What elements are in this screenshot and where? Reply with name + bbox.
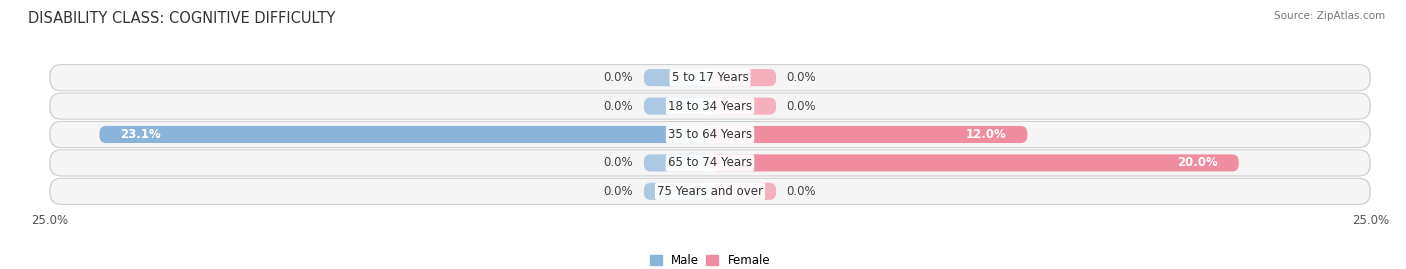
Text: 23.1%: 23.1%: [121, 128, 162, 141]
Text: 0.0%: 0.0%: [603, 71, 633, 84]
Text: 0.0%: 0.0%: [787, 185, 817, 198]
FancyBboxPatch shape: [49, 121, 1371, 148]
FancyBboxPatch shape: [51, 150, 1369, 175]
FancyBboxPatch shape: [644, 154, 710, 171]
Text: Source: ZipAtlas.com: Source: ZipAtlas.com: [1274, 11, 1385, 21]
Text: 18 to 34 Years: 18 to 34 Years: [668, 100, 752, 113]
FancyBboxPatch shape: [710, 98, 776, 115]
Text: 0.0%: 0.0%: [603, 100, 633, 113]
Text: 0.0%: 0.0%: [603, 156, 633, 169]
Text: DISABILITY CLASS: COGNITIVE DIFFICULTY: DISABILITY CLASS: COGNITIVE DIFFICULTY: [28, 11, 336, 26]
FancyBboxPatch shape: [51, 179, 1369, 204]
Text: 0.0%: 0.0%: [787, 71, 817, 84]
Text: 75 Years and over: 75 Years and over: [657, 185, 763, 198]
Text: 0.0%: 0.0%: [787, 100, 817, 113]
FancyBboxPatch shape: [51, 122, 1369, 147]
FancyBboxPatch shape: [710, 126, 1028, 143]
Text: 12.0%: 12.0%: [966, 128, 1007, 141]
FancyBboxPatch shape: [710, 183, 776, 200]
FancyBboxPatch shape: [51, 65, 1369, 90]
FancyBboxPatch shape: [710, 154, 1239, 171]
FancyBboxPatch shape: [644, 98, 710, 115]
FancyBboxPatch shape: [710, 69, 776, 86]
Legend: Male, Female: Male, Female: [650, 254, 770, 267]
Text: 5 to 17 Years: 5 to 17 Years: [672, 71, 748, 84]
FancyBboxPatch shape: [49, 149, 1371, 176]
Text: 35 to 64 Years: 35 to 64 Years: [668, 128, 752, 141]
FancyBboxPatch shape: [644, 69, 710, 86]
FancyBboxPatch shape: [49, 93, 1371, 120]
Text: 0.0%: 0.0%: [603, 185, 633, 198]
FancyBboxPatch shape: [100, 126, 710, 143]
Text: 20.0%: 20.0%: [1177, 156, 1218, 169]
FancyBboxPatch shape: [49, 178, 1371, 205]
Text: 65 to 74 Years: 65 to 74 Years: [668, 156, 752, 169]
FancyBboxPatch shape: [51, 94, 1369, 119]
FancyBboxPatch shape: [49, 64, 1371, 91]
FancyBboxPatch shape: [644, 183, 710, 200]
